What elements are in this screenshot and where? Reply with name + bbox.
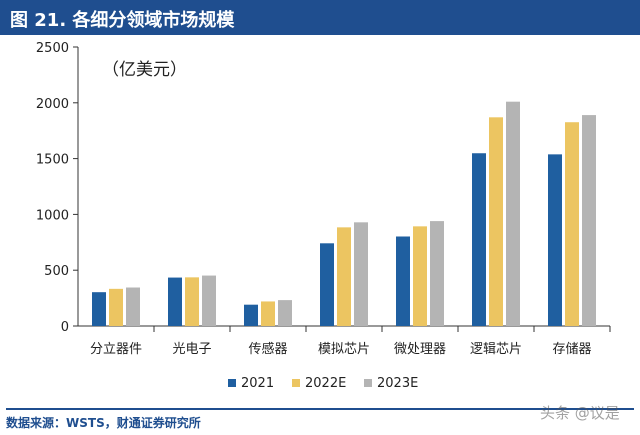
bar-2022E-2	[261, 301, 275, 326]
bar-2023E-0	[126, 287, 140, 326]
y-tick-label: 500	[44, 264, 69, 279]
bar-2021-3	[320, 243, 334, 326]
bar-2023E-2	[278, 300, 292, 326]
chart-legend: 2021 2022E 2023E	[228, 376, 418, 391]
bar-2022E-3	[337, 227, 351, 326]
bar-2021-4	[396, 236, 410, 326]
y-tick-label: 1000	[36, 208, 69, 223]
bar-2023E-4	[430, 221, 444, 326]
bar-2022E-0	[109, 288, 123, 326]
legend-label: 2021	[241, 376, 274, 391]
bar-2023E-6	[582, 115, 596, 327]
legend-swatch-2021	[228, 379, 236, 387]
bar-2021-1	[168, 277, 182, 326]
chart-bars	[92, 101, 596, 327]
x-category-label: 传感器	[248, 341, 287, 357]
chart-area: 0 500 1000 1500 2000 2500 分立器件 光电子 传感器 模拟芯片 微处理器 逻辑…	[0, 35, 640, 405]
y-tick-label: 2000	[36, 97, 69, 112]
footer-divider	[6, 408, 634, 410]
bar-2021-5	[472, 153, 486, 326]
bar-2021-6	[548, 154, 562, 326]
y-tick-label: 0	[61, 320, 69, 335]
bar-2023E-5	[506, 101, 520, 327]
chart-axes	[73, 46, 611, 332]
bar-2022E-4	[413, 226, 427, 326]
bar-2022E-6	[565, 122, 579, 326]
source-note: 数据来源：WSTS，财通证券研究所	[6, 416, 201, 430]
figure-title: 图 21. 各细分领域市场规模	[10, 10, 235, 31]
legend-swatch-2022E	[292, 379, 300, 387]
bar-chart: 0 500 1000 1500 2000 2500 分立器件 光电子 传感器 模拟芯片 微处理器 逻辑…	[36, 41, 611, 391]
legend-label: 2023E	[377, 376, 418, 391]
x-category-label: 分立器件	[90, 342, 142, 357]
bar-2022E-1	[185, 277, 199, 326]
legend-label: 2022E	[305, 376, 346, 391]
bar-2022E-5	[489, 117, 503, 326]
y-tick-label: 2500	[36, 41, 69, 56]
bar-2021-0	[92, 292, 106, 326]
bar-2023E-1	[202, 275, 216, 326]
bar-2023E-3	[354, 222, 368, 326]
unit-label: （亿美元）	[102, 60, 187, 80]
x-category-label: 微处理器	[394, 342, 446, 357]
x-category-label: 模拟芯片	[318, 342, 370, 357]
y-tick-label: 1500	[36, 153, 69, 168]
x-category-label: 逻辑芯片	[470, 342, 522, 357]
bar-2021-2	[244, 304, 258, 326]
x-category-label: 存储器	[552, 342, 591, 357]
watermark: 头条 @议是	[540, 404, 620, 422]
title-bar: 图 21. 各细分领域市场规模	[0, 0, 640, 35]
x-category-label: 光电子	[172, 342, 211, 357]
chart-labels: 0 500 1000 1500 2000 2500 分立器件 光电子 传感器 模拟芯片 微处理器 逻辑…	[36, 41, 592, 357]
legend-swatch-2023E	[364, 379, 372, 387]
